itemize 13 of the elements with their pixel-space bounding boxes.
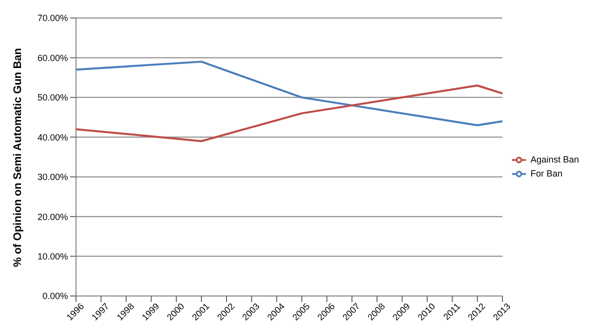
y-tick-label: 30.00%	[37, 172, 68, 182]
legend-label: Against Ban	[530, 154, 579, 164]
y-tick-label: 20.00%	[37, 212, 68, 222]
y-tick-label: 60.00%	[37, 52, 68, 63]
line-series	[75, 60, 504, 126]
legend-label: For Ban	[530, 168, 562, 178]
y-tick-label: 50.00%	[37, 92, 68, 103]
y-tick-label: 70.00%	[37, 13, 68, 24]
y-tick-label: 0.00%	[42, 291, 68, 302]
y-axis-title: % of Opinion on Semi Automatic Gun Ban	[12, 48, 24, 267]
y-tick-label: 10.00%	[37, 251, 68, 262]
y-tick-label: 40.00%	[37, 132, 68, 142]
line-series	[75, 84, 504, 142]
